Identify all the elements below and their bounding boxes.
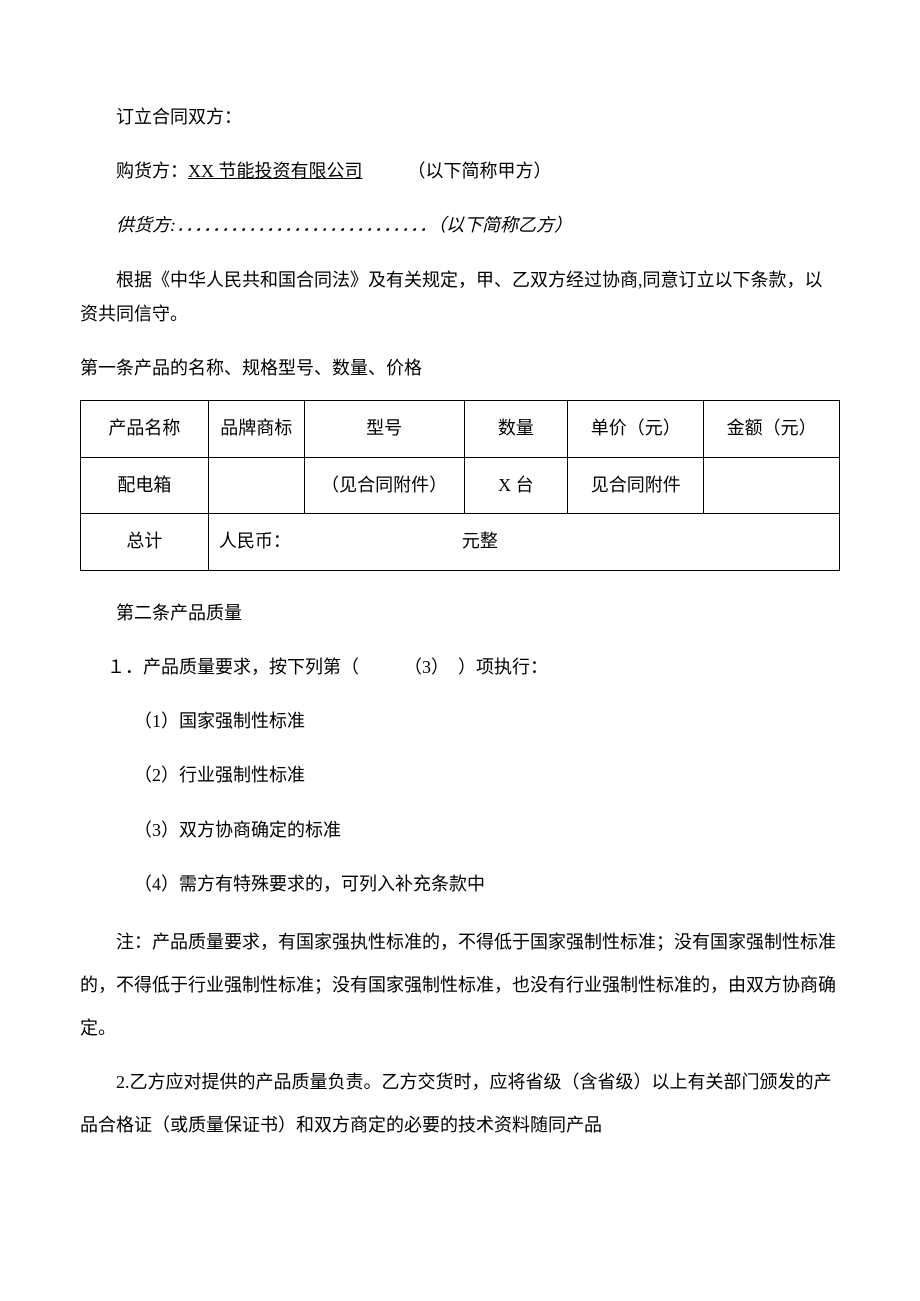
table-row: 配电箱 （见合同附件） X 台 见合同附件	[81, 457, 840, 514]
buyer-spacer	[363, 161, 417, 181]
supplier-label: 供货方:	[116, 215, 176, 235]
header-unit-price: 单价（元）	[568, 401, 704, 458]
buyer-alias: （以下简称甲方）	[417, 161, 552, 181]
header-product-name: 产品名称	[81, 401, 209, 458]
table-total-row: 总计 人民币： 元整	[81, 514, 840, 571]
header-brand: 品牌商标	[208, 401, 304, 458]
article2-item1: １．产品质量要求，按下列第（ （3） ）项执行：	[80, 650, 840, 684]
cell-product-name: 配电箱	[81, 457, 209, 514]
header-amount: 金额（元）	[704, 401, 840, 458]
supplier-blank: ．．．．．．．．．．．．．．．．．．．．．．	[176, 215, 374, 235]
total-value: 人民币： 元整	[208, 514, 839, 571]
cell-amount	[704, 457, 840, 514]
cell-brand	[208, 457, 304, 514]
option-3: （3）双方协商确定的标准	[80, 813, 840, 847]
buyer-label: 购货方：	[116, 161, 188, 181]
option-2: （2）行业强制性标准	[80, 758, 840, 792]
article2-item2: 2.乙方应对提供的产品质量负责。乙方交货时，应将省级（含省级）以上有关部门颁发的…	[80, 1061, 840, 1147]
parties-label: 订立合同双方：	[80, 100, 840, 134]
supplier-alias: ．．．．．．（以下简称乙方）	[374, 215, 572, 235]
product-table: 产品名称 品牌商标 型号 数量 单价（元） 金额（元） 配电箱 （见合同附件） …	[80, 400, 840, 571]
article2-note: 注：产品质量要求，有国家强执性标准的，不得低于国家强制性标准；没有国家强制性标准…	[80, 921, 840, 1051]
option-1: （1）国家强制性标准	[80, 704, 840, 738]
option-4: （4）需方有特殊要求的，可列入补充条款中	[80, 867, 840, 901]
buyer-name: XX 节能投资有限公司	[188, 161, 363, 181]
article2-title: 第二条产品质量	[80, 596, 840, 630]
cell-unit-price: 见合同附件	[568, 457, 704, 514]
header-model: 型号	[304, 401, 464, 458]
total-label: 总计	[81, 514, 209, 571]
supplier-line: 供货方:．．．．．．．．．．．．．．．．．．．．．．．．．．．．（以下简称乙方）	[80, 208, 840, 242]
buyer-line: 购货方：XX 节能投资有限公司 （以下简称甲方）	[80, 154, 840, 188]
preamble: 根据《中华人民共和国合同法》及有关规定，甲、乙双方经过协商,同意订立以下条款，以…	[80, 263, 840, 331]
header-qty: 数量	[464, 401, 568, 458]
cell-qty: X 台	[464, 457, 568, 514]
table-header-row: 产品名称 品牌商标 型号 数量 单价（元） 金额（元）	[81, 401, 840, 458]
article1-title: 第一条产品的名称、规格型号、数量、价格	[80, 351, 840, 385]
cell-model: （见合同附件）	[304, 457, 464, 514]
